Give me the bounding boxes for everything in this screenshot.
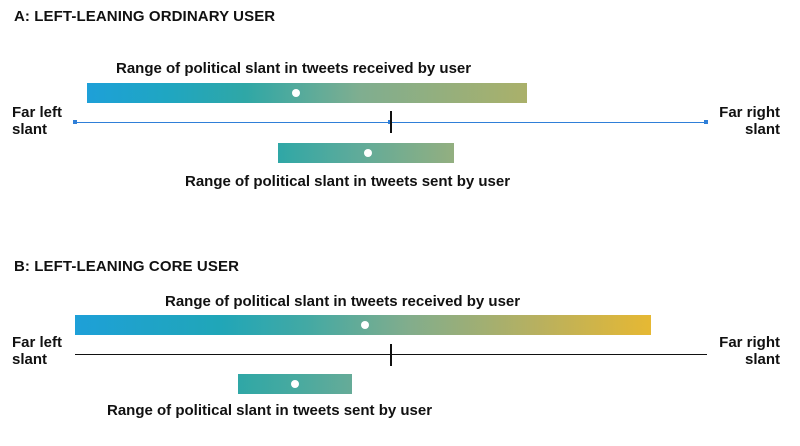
panel-a-sent-mean-dot xyxy=(364,149,372,157)
panel-b-received-mean-dot xyxy=(361,321,369,329)
panel-a-far-right-line2: slant xyxy=(744,121,780,138)
panel-a-title: A: LEFT-LEANING ORDINARY USER xyxy=(14,8,276,25)
panel-b-far-right-line1: Far right xyxy=(719,334,780,351)
panel-b-far-left-line2: slant xyxy=(12,351,48,368)
panel-a-far-left-line1: Far left xyxy=(12,104,63,121)
panel-a-far-left-line2: slant xyxy=(12,121,48,138)
panel-a-received-caption: Range of political slant in tweets recei… xyxy=(116,60,472,77)
panel-b-center-tick xyxy=(390,344,392,366)
panel-b-far-left-line1: Far left xyxy=(12,334,63,351)
panel-b-sent-mean-dot xyxy=(291,380,299,388)
panel-a-far-right-label: Far right slant xyxy=(700,104,780,138)
panel-b-received-caption: Range of political slant in tweets recei… xyxy=(165,293,521,310)
panel-a-sent-caption: Range of political slant in tweets sent … xyxy=(185,173,511,190)
panel-a-center-tick xyxy=(390,111,392,133)
panel-b-sent-caption: Range of political slant in tweets sent … xyxy=(107,402,433,419)
panel-b-far-right-line2: slant xyxy=(744,351,780,368)
panel-a-far-left-label: Far left slant xyxy=(12,104,62,138)
panel-a-received-range-bar xyxy=(87,83,527,103)
panel-a-received-mean-dot xyxy=(292,89,300,97)
panel-a-axis-left-handle xyxy=(73,120,77,124)
panel-b-far-left-label: Far left slant xyxy=(12,334,62,368)
panel-a-far-right-line1: Far right xyxy=(719,104,780,121)
panel-b-title: B: LEFT-LEANING CORE USER xyxy=(14,258,240,275)
panel-b-far-right-label: Far right slant xyxy=(700,334,780,368)
panel-a-axis-right-handle xyxy=(704,120,708,124)
